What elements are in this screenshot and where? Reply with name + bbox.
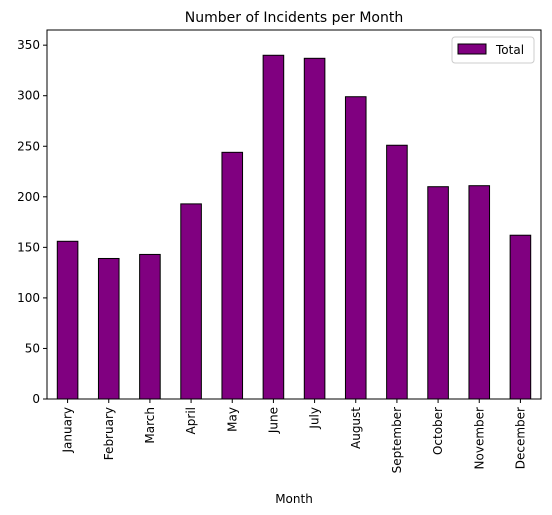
y-tick-label-0: 0 xyxy=(32,392,40,406)
bar-july xyxy=(303,57,326,400)
x-tick-label-april: April xyxy=(184,407,198,434)
x-tick-label-december: December xyxy=(513,407,527,469)
bar-february xyxy=(97,257,120,400)
x-tick-label-february: February xyxy=(102,407,116,460)
bar-june xyxy=(262,54,285,400)
y-tick-label-50: 50 xyxy=(25,341,40,355)
plot-frame xyxy=(46,29,542,400)
y-axis: 0 50 100 150 200 250 300 350 xyxy=(17,38,47,406)
bar-november xyxy=(468,185,491,400)
x-tick-label-september: September xyxy=(390,407,404,473)
x-tick-label-august: August xyxy=(349,407,363,449)
bar-april xyxy=(180,203,202,400)
y-tick-label-250: 250 xyxy=(17,139,40,153)
x-tick-label-november: November xyxy=(472,407,486,469)
x-axis: January February March April May June July Augu… xyxy=(61,399,527,473)
legend-label-total: Total xyxy=(495,43,524,57)
y-tick-label-100: 100 xyxy=(17,291,40,305)
bar-march xyxy=(139,253,161,400)
x-tick-label-october: October xyxy=(431,407,445,455)
y-tick-label-300: 300 xyxy=(17,89,40,103)
legend-swatch xyxy=(457,43,487,55)
bar-december xyxy=(509,234,532,400)
chart-title: Number of Incidents per Month xyxy=(185,10,403,26)
x-tick-label-june: June xyxy=(266,407,280,434)
y-tick-label-150: 150 xyxy=(17,240,40,254)
x-tick-label-march: March xyxy=(143,407,157,444)
bar-september xyxy=(386,144,408,400)
bar-january xyxy=(56,240,79,400)
bar-may xyxy=(221,151,244,400)
bar-october xyxy=(427,186,449,400)
bar-august xyxy=(344,96,367,400)
x-axis-label: Month xyxy=(275,492,313,506)
legend: Total xyxy=(451,36,535,64)
bars-group xyxy=(56,54,532,400)
x-tick-label-july: July xyxy=(308,407,322,430)
y-tick-label-200: 200 xyxy=(17,190,40,204)
y-tick-label-350: 350 xyxy=(17,38,40,52)
x-tick-label-may: May xyxy=(225,407,239,432)
x-tick-label-january: January xyxy=(61,407,75,454)
